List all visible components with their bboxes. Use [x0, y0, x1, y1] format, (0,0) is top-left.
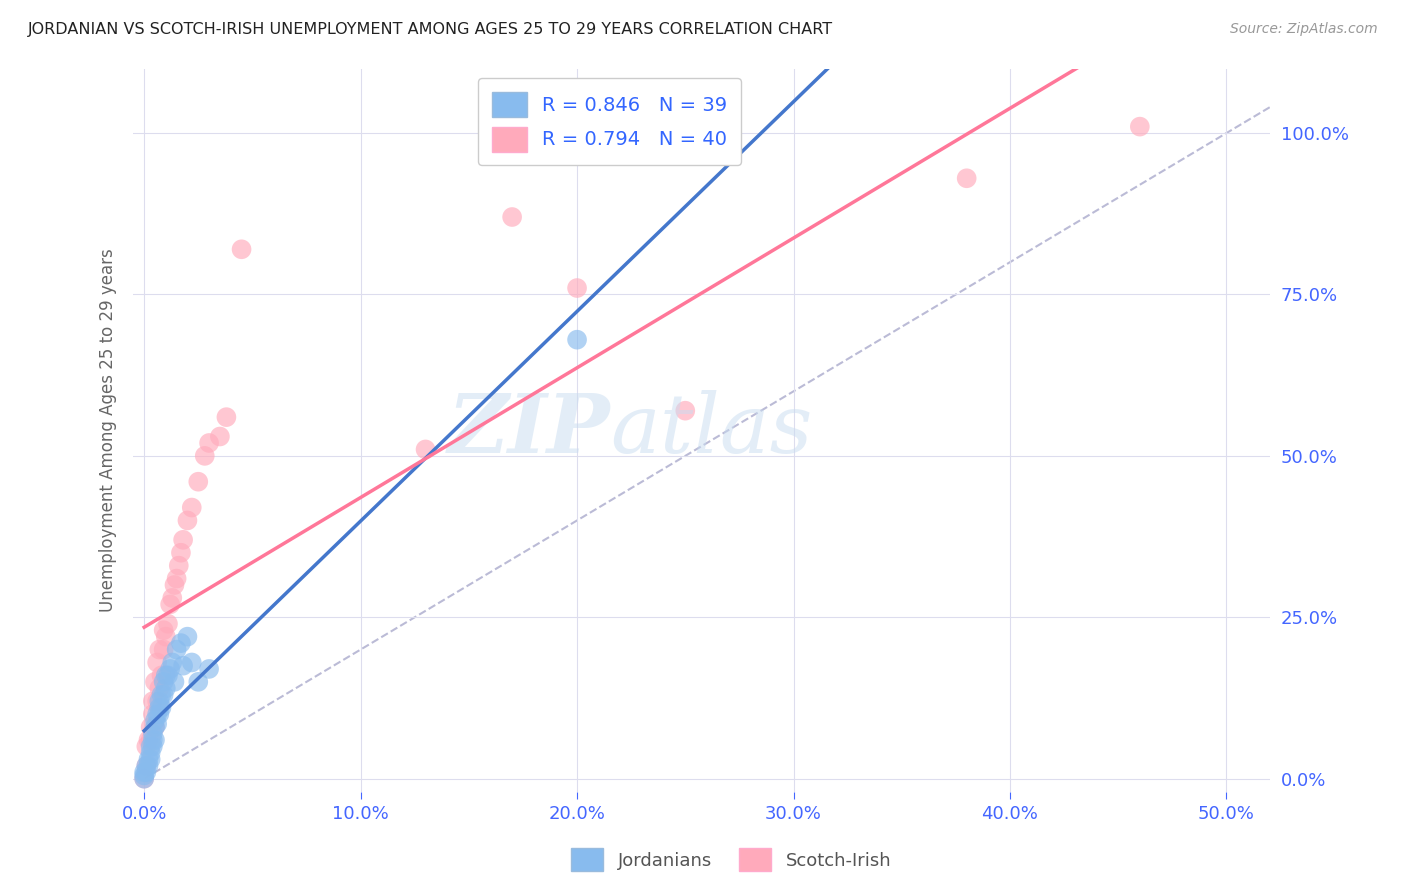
Point — [148, 642, 170, 657]
Point — [146, 707, 169, 722]
Point — [187, 475, 209, 489]
Point — [180, 656, 202, 670]
Point — [148, 694, 170, 708]
Point — [135, 758, 157, 772]
Point — [215, 410, 238, 425]
Point — [1129, 120, 1152, 134]
Point — [565, 333, 588, 347]
Point — [172, 658, 194, 673]
Point — [673, 403, 696, 417]
Point — [138, 758, 160, 772]
Point — [180, 500, 202, 515]
Point — [208, 429, 231, 443]
Point — [143, 720, 166, 734]
Point — [139, 720, 162, 734]
Text: atlas: atlas — [610, 390, 813, 470]
Point — [501, 210, 523, 224]
Point — [135, 765, 157, 780]
Point — [163, 674, 186, 689]
Point — [170, 636, 193, 650]
Point — [176, 630, 198, 644]
Point — [139, 746, 162, 760]
Point — [152, 688, 174, 702]
Point — [156, 616, 179, 631]
Text: Source: ZipAtlas.com: Source: ZipAtlas.com — [1230, 22, 1378, 37]
Point — [148, 707, 170, 722]
Point — [142, 739, 165, 754]
Point — [956, 171, 979, 186]
Point — [139, 752, 162, 766]
Point — [172, 533, 194, 547]
Point — [150, 700, 173, 714]
Point — [148, 681, 170, 696]
Point — [150, 688, 173, 702]
Point — [155, 668, 177, 682]
Point — [146, 694, 169, 708]
Point — [163, 578, 186, 592]
Point — [176, 513, 198, 527]
Point — [170, 546, 193, 560]
Point — [155, 681, 177, 696]
Point — [134, 768, 156, 782]
Point — [148, 700, 170, 714]
Point — [231, 242, 253, 256]
Point — [142, 733, 165, 747]
Point — [159, 662, 181, 676]
Point — [150, 668, 173, 682]
Legend: R = 0.846   N = 39, R = 0.794   N = 40: R = 0.846 N = 39, R = 0.794 N = 40 — [478, 78, 741, 165]
Point — [142, 707, 165, 722]
Point — [187, 674, 209, 689]
Point — [415, 442, 437, 457]
Point — [162, 591, 184, 605]
Point — [135, 758, 157, 772]
Point — [138, 733, 160, 747]
Point — [156, 668, 179, 682]
Point — [146, 716, 169, 731]
Point — [135, 739, 157, 754]
Point — [143, 714, 166, 728]
Point — [162, 656, 184, 670]
Point — [166, 642, 188, 657]
Point — [146, 656, 169, 670]
Point — [143, 674, 166, 689]
Point — [139, 733, 162, 747]
Point — [155, 630, 177, 644]
Text: JORDANIAN VS SCOTCH-IRISH UNEMPLOYMENT AMONG AGES 25 TO 29 YEARS CORRELATION CHA: JORDANIAN VS SCOTCH-IRISH UNEMPLOYMENT A… — [28, 22, 834, 37]
Point — [166, 572, 188, 586]
Y-axis label: Unemployment Among Ages 25 to 29 years: Unemployment Among Ages 25 to 29 years — [100, 248, 117, 612]
Point — [143, 733, 166, 747]
Point — [134, 772, 156, 786]
Point — [198, 436, 221, 450]
Point — [159, 598, 181, 612]
Point — [565, 281, 588, 295]
Point — [194, 449, 217, 463]
Point — [139, 739, 162, 754]
Point — [152, 674, 174, 689]
Point — [134, 765, 156, 780]
Point — [152, 642, 174, 657]
Point — [134, 772, 156, 786]
Point — [167, 558, 190, 573]
Legend: Jordanians, Scotch-Irish: Jordanians, Scotch-Irish — [564, 841, 898, 879]
Point — [142, 726, 165, 740]
Point — [138, 752, 160, 766]
Text: ZIP: ZIP — [449, 390, 610, 470]
Point — [198, 662, 221, 676]
Point — [142, 694, 165, 708]
Point — [152, 623, 174, 637]
Point — [143, 720, 166, 734]
